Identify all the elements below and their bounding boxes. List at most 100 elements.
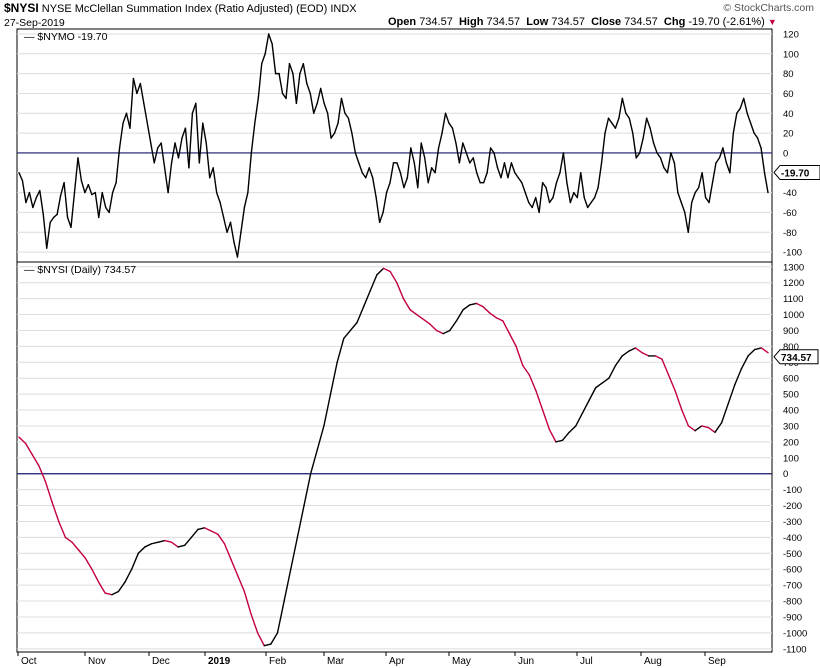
- nysi-series-segment: [197, 527, 206, 531]
- nymo-series-segment: [108, 191, 114, 214]
- nysi-series-segment: [740, 355, 749, 370]
- nymo-series-segment: [691, 191, 696, 204]
- nysi-series-segment: [184, 536, 193, 547]
- nymo-series-segment: [389, 162, 395, 184]
- nysi-series-segment: [469, 302, 478, 306]
- nymo-last-value-label: -19.70: [781, 168, 810, 179]
- nymo-y-tick-label: 100: [783, 49, 799, 60]
- nysi-series-segment: [223, 543, 232, 561]
- nymo-series-segment: [399, 172, 405, 189]
- nymo-series-segment: [195, 102, 201, 164]
- nysi-series-segment: [157, 539, 166, 543]
- nymo-series-segment: [98, 191, 103, 219]
- nysi-y-tick-label: -500: [783, 549, 802, 560]
- nymo-series-segment: [396, 162, 402, 174]
- nymo-series-segment: [125, 112, 131, 129]
- nymo-series-segment: [174, 142, 180, 159]
- nysi-series-segment: [482, 305, 491, 314]
- nymo-series-segment: [569, 191, 575, 204]
- nymo-y-tick-label: 80: [783, 69, 794, 80]
- nysi-series-segment: [588, 387, 597, 402]
- low-value: 734.57: [551, 16, 585, 28]
- nysi-series-segment: [230, 558, 239, 577]
- nymo-series-segment: [371, 177, 377, 199]
- nymo-series-segment: [528, 201, 533, 209]
- nysi-series-segment: [117, 581, 126, 593]
- nysi-series-segment: [104, 592, 113, 596]
- open-value: 734.57: [419, 16, 453, 28]
- nymo-y-tick-label: -40: [783, 188, 797, 199]
- nymo-series-segment: [451, 127, 457, 144]
- nymo-series-segment: [146, 122, 152, 144]
- nymo-series-segment: [708, 181, 714, 204]
- nysi-series-segment: [64, 536, 73, 543]
- nymo-series-segment: [319, 87, 325, 105]
- down-arrow-icon: ▼: [767, 17, 777, 27]
- nymo-series-segment: [732, 112, 738, 134]
- nysi-y-tick-label: 1300: [783, 262, 804, 273]
- nymo-series-segment: [756, 137, 762, 149]
- nymo-series-segment: [94, 191, 100, 219]
- nymo-y-tick-label: 60: [783, 89, 794, 100]
- nymo-series-segment: [299, 63, 305, 75]
- nymo-series-segment: [406, 147, 412, 179]
- nymo-series-segment: [278, 72, 284, 95]
- nymo-series-segment: [583, 196, 589, 209]
- symbol-label[interactable]: $NYSI: [4, 1, 39, 15]
- nymo-series-segment: [25, 191, 31, 204]
- nymo-series-segment: [465, 152, 471, 164]
- nymo-series-segment: [351, 132, 357, 154]
- nysi-series-segment: [91, 568, 100, 583]
- high-label: High: [458, 16, 484, 28]
- nymo-series-segment: [472, 157, 478, 174]
- nysi-series-segment: [541, 409, 550, 430]
- nymo-series-segment: [143, 102, 149, 124]
- nysi-series-segment: [343, 329, 352, 340]
- nymo-series-segment: [118, 122, 124, 149]
- x-tick-label: Nov: [88, 656, 106, 667]
- nymo-series-segment: [382, 191, 388, 214]
- nysi-series-segment: [449, 320, 458, 332]
- nymo-series-segment: [680, 201, 686, 214]
- nymo-series-segment: [642, 117, 648, 139]
- nymo-series-segment: [555, 172, 561, 184]
- nymo-series-segment: [746, 112, 752, 124]
- nysi-series-segment: [594, 382, 603, 389]
- nymo-series-segment: [576, 172, 582, 199]
- nysi-series-segment: [522, 364, 531, 376]
- nymo-series-segment: [240, 206, 246, 233]
- nysi-series-segment: [475, 302, 484, 308]
- nymo-series-segment: [649, 127, 655, 144]
- nymo-series-segment: [427, 167, 433, 184]
- nysi-series-segment: [641, 352, 650, 357]
- nymo-series-segment: [753, 132, 759, 139]
- nymo-series-segment: [330, 132, 336, 139]
- nysi-series-segment: [389, 270, 398, 284]
- nymo-series-segment: [538, 181, 544, 214]
- nymo-series-segment: [410, 147, 416, 164]
- nysi-series-segment: [362, 289, 372, 308]
- nymo-series-segment: [704, 196, 710, 204]
- nymo-series-segment: [306, 82, 311, 95]
- nymo-series-segment: [385, 181, 391, 194]
- nysi-series-segment: [409, 309, 418, 316]
- watermark: © StockCharts.com: [723, 2, 814, 14]
- nysi-y-tick-label: 300: [783, 421, 799, 432]
- nysi-series-segment: [51, 501, 60, 523]
- nymo-series-segment: [177, 137, 183, 159]
- nymo-series-segment: [552, 181, 558, 199]
- nysi-series-segment: [77, 549, 86, 559]
- nysi-series-segment: [654, 355, 663, 360]
- nysi-series-segment: [203, 527, 212, 532]
- x-axis: Oct Nov Dec 2019 Feb Mar Apr May Jun Jul Aug Sep: [17, 652, 726, 667]
- nymo-series-segment: [42, 213, 48, 249]
- nymo-series-segment: [84, 183, 90, 194]
- nysi-y-tick-label: -900: [783, 612, 802, 623]
- nysi-series-segment: [18, 436, 27, 445]
- close-label: Close: [591, 16, 622, 28]
- nymo-series-segment: [368, 167, 374, 179]
- nysi-series-segment: [581, 399, 590, 414]
- nysi-series-segment: [24, 442, 33, 456]
